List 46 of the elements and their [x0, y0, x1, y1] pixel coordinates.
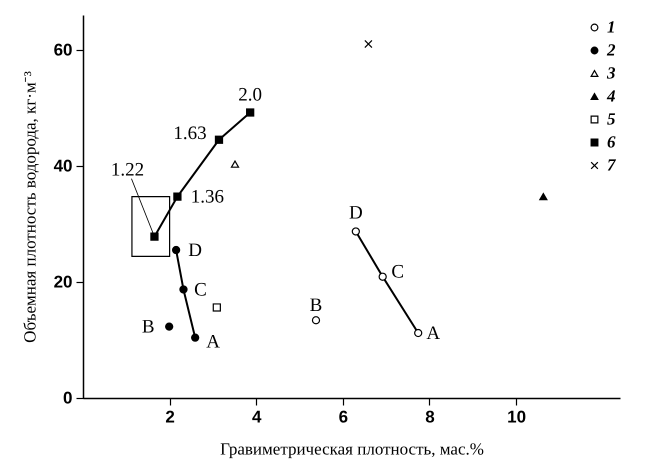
annotation: B [142, 316, 155, 338]
point [179, 285, 188, 294]
x-axis-title: Гравиметрическая плотность, мас.% [220, 440, 484, 458]
point [246, 108, 254, 117]
x-tick-label: 6 [338, 408, 348, 426]
x-tick-label: 2 [165, 408, 175, 426]
point [212, 303, 221, 312]
point [378, 272, 387, 281]
annotation: C [194, 279, 207, 300]
annotation: 2.0 [238, 84, 262, 106]
point [312, 316, 320, 324]
point [230, 160, 240, 168]
x-tick-label: 8 [425, 408, 435, 426]
annotation: 1.63 [173, 122, 207, 144]
annotation: D [188, 240, 202, 262]
legend-label: 2 [606, 40, 616, 60]
point [150, 232, 159, 241]
annotation: B [310, 295, 322, 316]
legend-label: 6 [607, 132, 616, 152]
point [539, 192, 548, 200]
legend-label: 5 [607, 110, 616, 128]
annotation: C [391, 262, 404, 283]
point [172, 246, 180, 254]
x-tick-label: 4 [252, 408, 262, 426]
point [214, 136, 224, 144]
point [352, 227, 360, 236]
y-tick-label: 40 [54, 156, 72, 176]
y-tick-label: 60 [54, 40, 72, 60]
annotation: 1.22 [110, 160, 144, 181]
point [414, 328, 422, 338]
y-tick-label: 0 [63, 388, 72, 408]
annotation: A [206, 332, 220, 353]
point [191, 334, 200, 342]
legend-label: 4 [606, 86, 616, 106]
x-tick-label: 10 [507, 408, 526, 426]
annotation: A [426, 323, 440, 344]
point [173, 192, 182, 201]
y-tick-label: 20 [54, 272, 72, 292]
legend-label: 3 [606, 64, 616, 82]
legend-label: 1 [607, 18, 616, 36]
y-axis-title: Объемная плотность водорода, кг·м⁻³ [20, 71, 40, 343]
annotation: 1.36 [190, 186, 224, 208]
point [364, 40, 373, 48]
legend-label: 7 [607, 156, 617, 174]
point [165, 322, 174, 331]
annotation: D [348, 202, 363, 224]
